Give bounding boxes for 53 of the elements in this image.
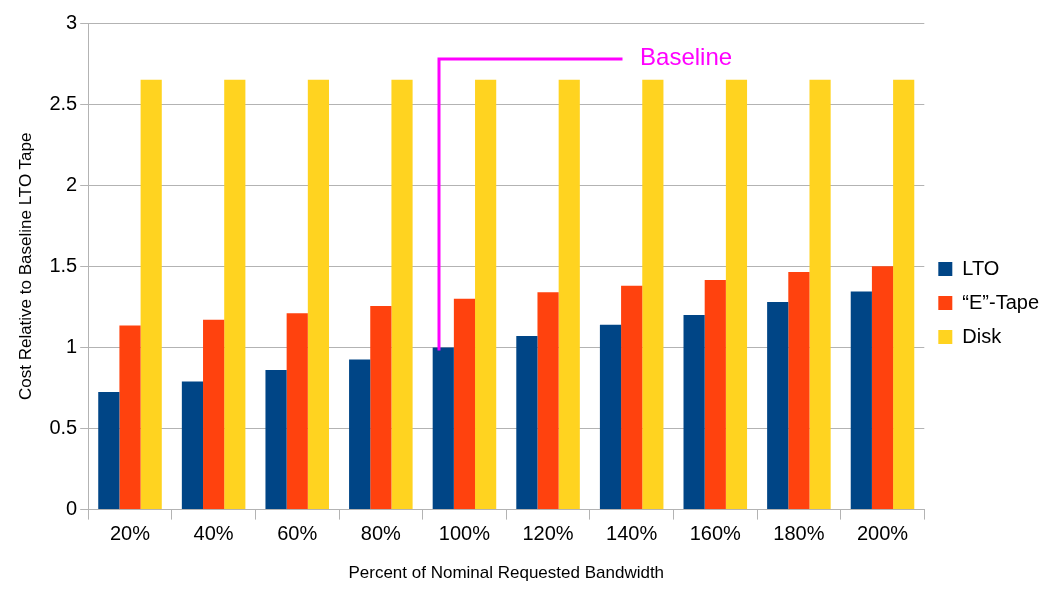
bar [119, 325, 141, 510]
annotation: Baseline [640, 43, 733, 71]
x-axis-title: Percent of Nominal Requested Bandwidth [348, 563, 665, 583]
legend-label: “E”-Tape [962, 290, 1040, 313]
y-axis-title: Cost Relative to Baseline LTO Tape [15, 132, 35, 401]
y-tick-label: 2 [66, 172, 78, 195]
x-tick-label: 60% [277, 522, 318, 545]
bar [98, 392, 120, 510]
bar [370, 306, 392, 510]
bar [537, 292, 559, 510]
bar [265, 370, 287, 510]
legend-label: Disk [962, 324, 1003, 347]
bar [788, 271, 810, 510]
bar [893, 79, 915, 510]
y-tick-label: 1 [66, 334, 78, 357]
bar [140, 79, 162, 510]
x-tick-label: 160% [689, 522, 742, 545]
bar [704, 280, 726, 510]
bar [432, 347, 454, 510]
bar [391, 79, 413, 510]
x-tick-label: 100% [438, 522, 491, 545]
y-tick-label: 2.5 [49, 91, 78, 114]
bar [871, 266, 894, 510]
bar [203, 319, 225, 510]
x-tick-label: 120% [522, 522, 574, 545]
x-tick-label: 40% [193, 522, 234, 545]
x-tick-label: 180% [773, 522, 825, 545]
bar [683, 314, 705, 510]
y-tick-label: 1.5 [49, 253, 78, 276]
y-tick-label: 3 [66, 10, 78, 33]
bar [181, 381, 204, 510]
bar [475, 79, 497, 510]
legend-label: LTO [962, 256, 1000, 279]
bar [621, 285, 643, 510]
bar [286, 313, 308, 510]
x-tick-label: 20% [109, 522, 151, 545]
bar [224, 79, 246, 510]
bar [809, 79, 831, 510]
bar [599, 324, 622, 510]
x-tick-label: 200% [856, 522, 909, 545]
y-tick-label: 0 [66, 497, 78, 520]
bar [850, 291, 872, 510]
bar [307, 79, 329, 510]
bar [767, 301, 789, 510]
bar [725, 79, 748, 510]
y-tick-label: 0.5 [49, 416, 78, 439]
x-tick-label: 80% [360, 522, 402, 545]
bar [516, 336, 538, 510]
bar [558, 79, 580, 510]
bar [453, 298, 476, 510]
bar [349, 359, 371, 510]
x-tick-label: 140% [606, 522, 658, 545]
bar [642, 79, 664, 510]
